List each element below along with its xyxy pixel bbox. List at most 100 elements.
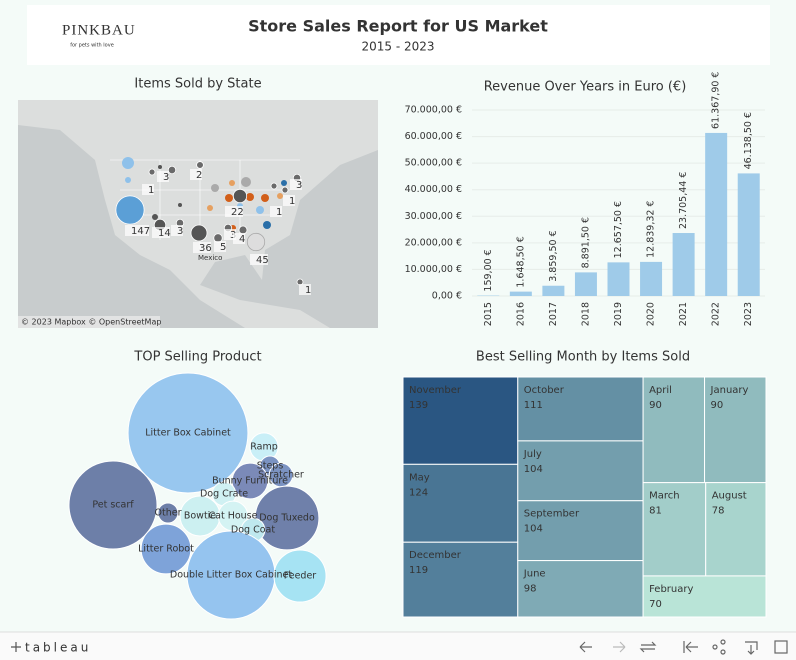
map-label: 4 [239,234,245,245]
bar [672,233,695,296]
map-bubble [196,161,204,169]
map-borders [110,159,300,250]
cell-value: 98 [524,584,537,595]
value-label: 12.839,32 € [646,200,657,257]
bubble [140,523,192,575]
map-title: Items Sold by State [134,77,261,92]
bubble-label: Steps [257,461,284,472]
cell-value: 139 [409,400,428,411]
bubble-label: Litter Box Cabinet [145,428,231,439]
treemap-cell [517,376,644,442]
cell-name: February [649,584,693,595]
y-tick-label: 20.000,00 € [405,237,462,248]
map-label-bg [299,284,311,295]
bubble [273,549,327,603]
treemap-cell [402,463,519,543]
cell-value: 78 [712,506,725,517]
treemap-cell [402,376,519,465]
bubble [231,462,269,500]
cell-value: 124 [409,487,428,498]
bubble [68,460,158,550]
cell-value: 104 [524,524,543,535]
cell-name: December [409,550,462,561]
header-panel [27,5,770,65]
map-label-bg [224,229,236,240]
x-tick-label: 2015 [483,302,494,326]
tagline: for pets with love [70,43,114,49]
chart-title: Revenue Over Years in Euro (€) [484,80,687,95]
map-label: 22 [231,207,244,218]
bubble-label: Dog Tuxedo [259,513,315,524]
map-label: 36 [199,243,212,254]
bubble-label: Litter Robot [138,544,194,555]
bubble-label: Pet scarf [92,500,134,511]
bubble-label: Scratcher [258,470,304,481]
map-label: 45 [256,255,269,266]
bubble-label: Dog Crate [200,489,248,500]
cell-value: 81 [649,506,662,517]
map-label: 5 [220,242,226,253]
map-bubble [281,186,289,194]
attribution-bg [18,316,160,328]
map-dots [122,157,287,231]
value-label: 1.648,50 € [515,236,526,287]
cell-name: April [649,385,672,396]
map-label-bg [283,195,295,206]
map-label: 2 [196,170,202,181]
cell-name: November [409,385,462,396]
x-tick-label: 2023 [743,302,754,326]
map-label-bg [270,206,282,217]
bubble [127,372,249,494]
map-label: 147 [131,226,150,237]
map-land [18,100,378,328]
bubble-label: Dog Coat [231,525,275,536]
bubble-label: Cat House [209,511,258,522]
map-label: 1 [276,207,282,218]
y-tick-label: 10.000,00 € [405,264,462,275]
cell-name: March [649,491,679,502]
map-place: Mexico [198,254,222,262]
bubble-label: Bunny Furniture [212,476,288,487]
toolbar-icons[interactable] [579,639,788,655]
bar [574,272,597,296]
treemap-cell [402,541,519,618]
cell-value: 104 [524,464,543,475]
map-label-bg [290,179,302,190]
treemap-cell [642,575,767,618]
cell-name: January [710,385,749,396]
map-label: 3 [296,180,302,191]
y-tick-label: 40.000,00 € [405,184,462,195]
x-tick-label: 2018 [580,302,591,326]
map-label-bg [152,227,170,238]
bubble-label: Feeder [284,571,317,582]
cell-value: 111 [524,400,543,411]
chart-title: TOP Selling Product [133,350,261,365]
map-label-bg [157,171,169,182]
x-tick-label: 2022 [711,302,722,326]
bar [607,262,630,296]
map-bubble [246,232,266,252]
cell-value: 119 [409,565,428,576]
value-label: 46.138,50 € [743,112,754,169]
bubble [157,502,179,524]
map-label: 1 [289,196,295,207]
toolbar-brand: tableau [25,641,91,655]
map-bubble [270,182,278,190]
value-label: 23.705,44 € [678,172,689,229]
y-tick-label: 60.000,00 € [405,131,462,142]
chart-title: Best Selling Month by Items Sold [476,350,690,365]
map-bubble [190,224,208,242]
toolbar [0,632,796,660]
x-tick-label: 2020 [646,302,657,326]
treemap-cell [517,500,644,562]
cell-name: September [524,509,580,520]
y-tick-label: 0,00 € [432,291,462,302]
x-tick-label: 2021 [678,302,689,326]
map-label: 3 [177,226,183,237]
map-label-bg [225,206,243,217]
map-label-bg [125,225,149,236]
value-label: 159,00 € [483,249,494,291]
y-tick-label: 30.000,00 € [405,211,462,222]
map-label-bg [250,254,268,265]
